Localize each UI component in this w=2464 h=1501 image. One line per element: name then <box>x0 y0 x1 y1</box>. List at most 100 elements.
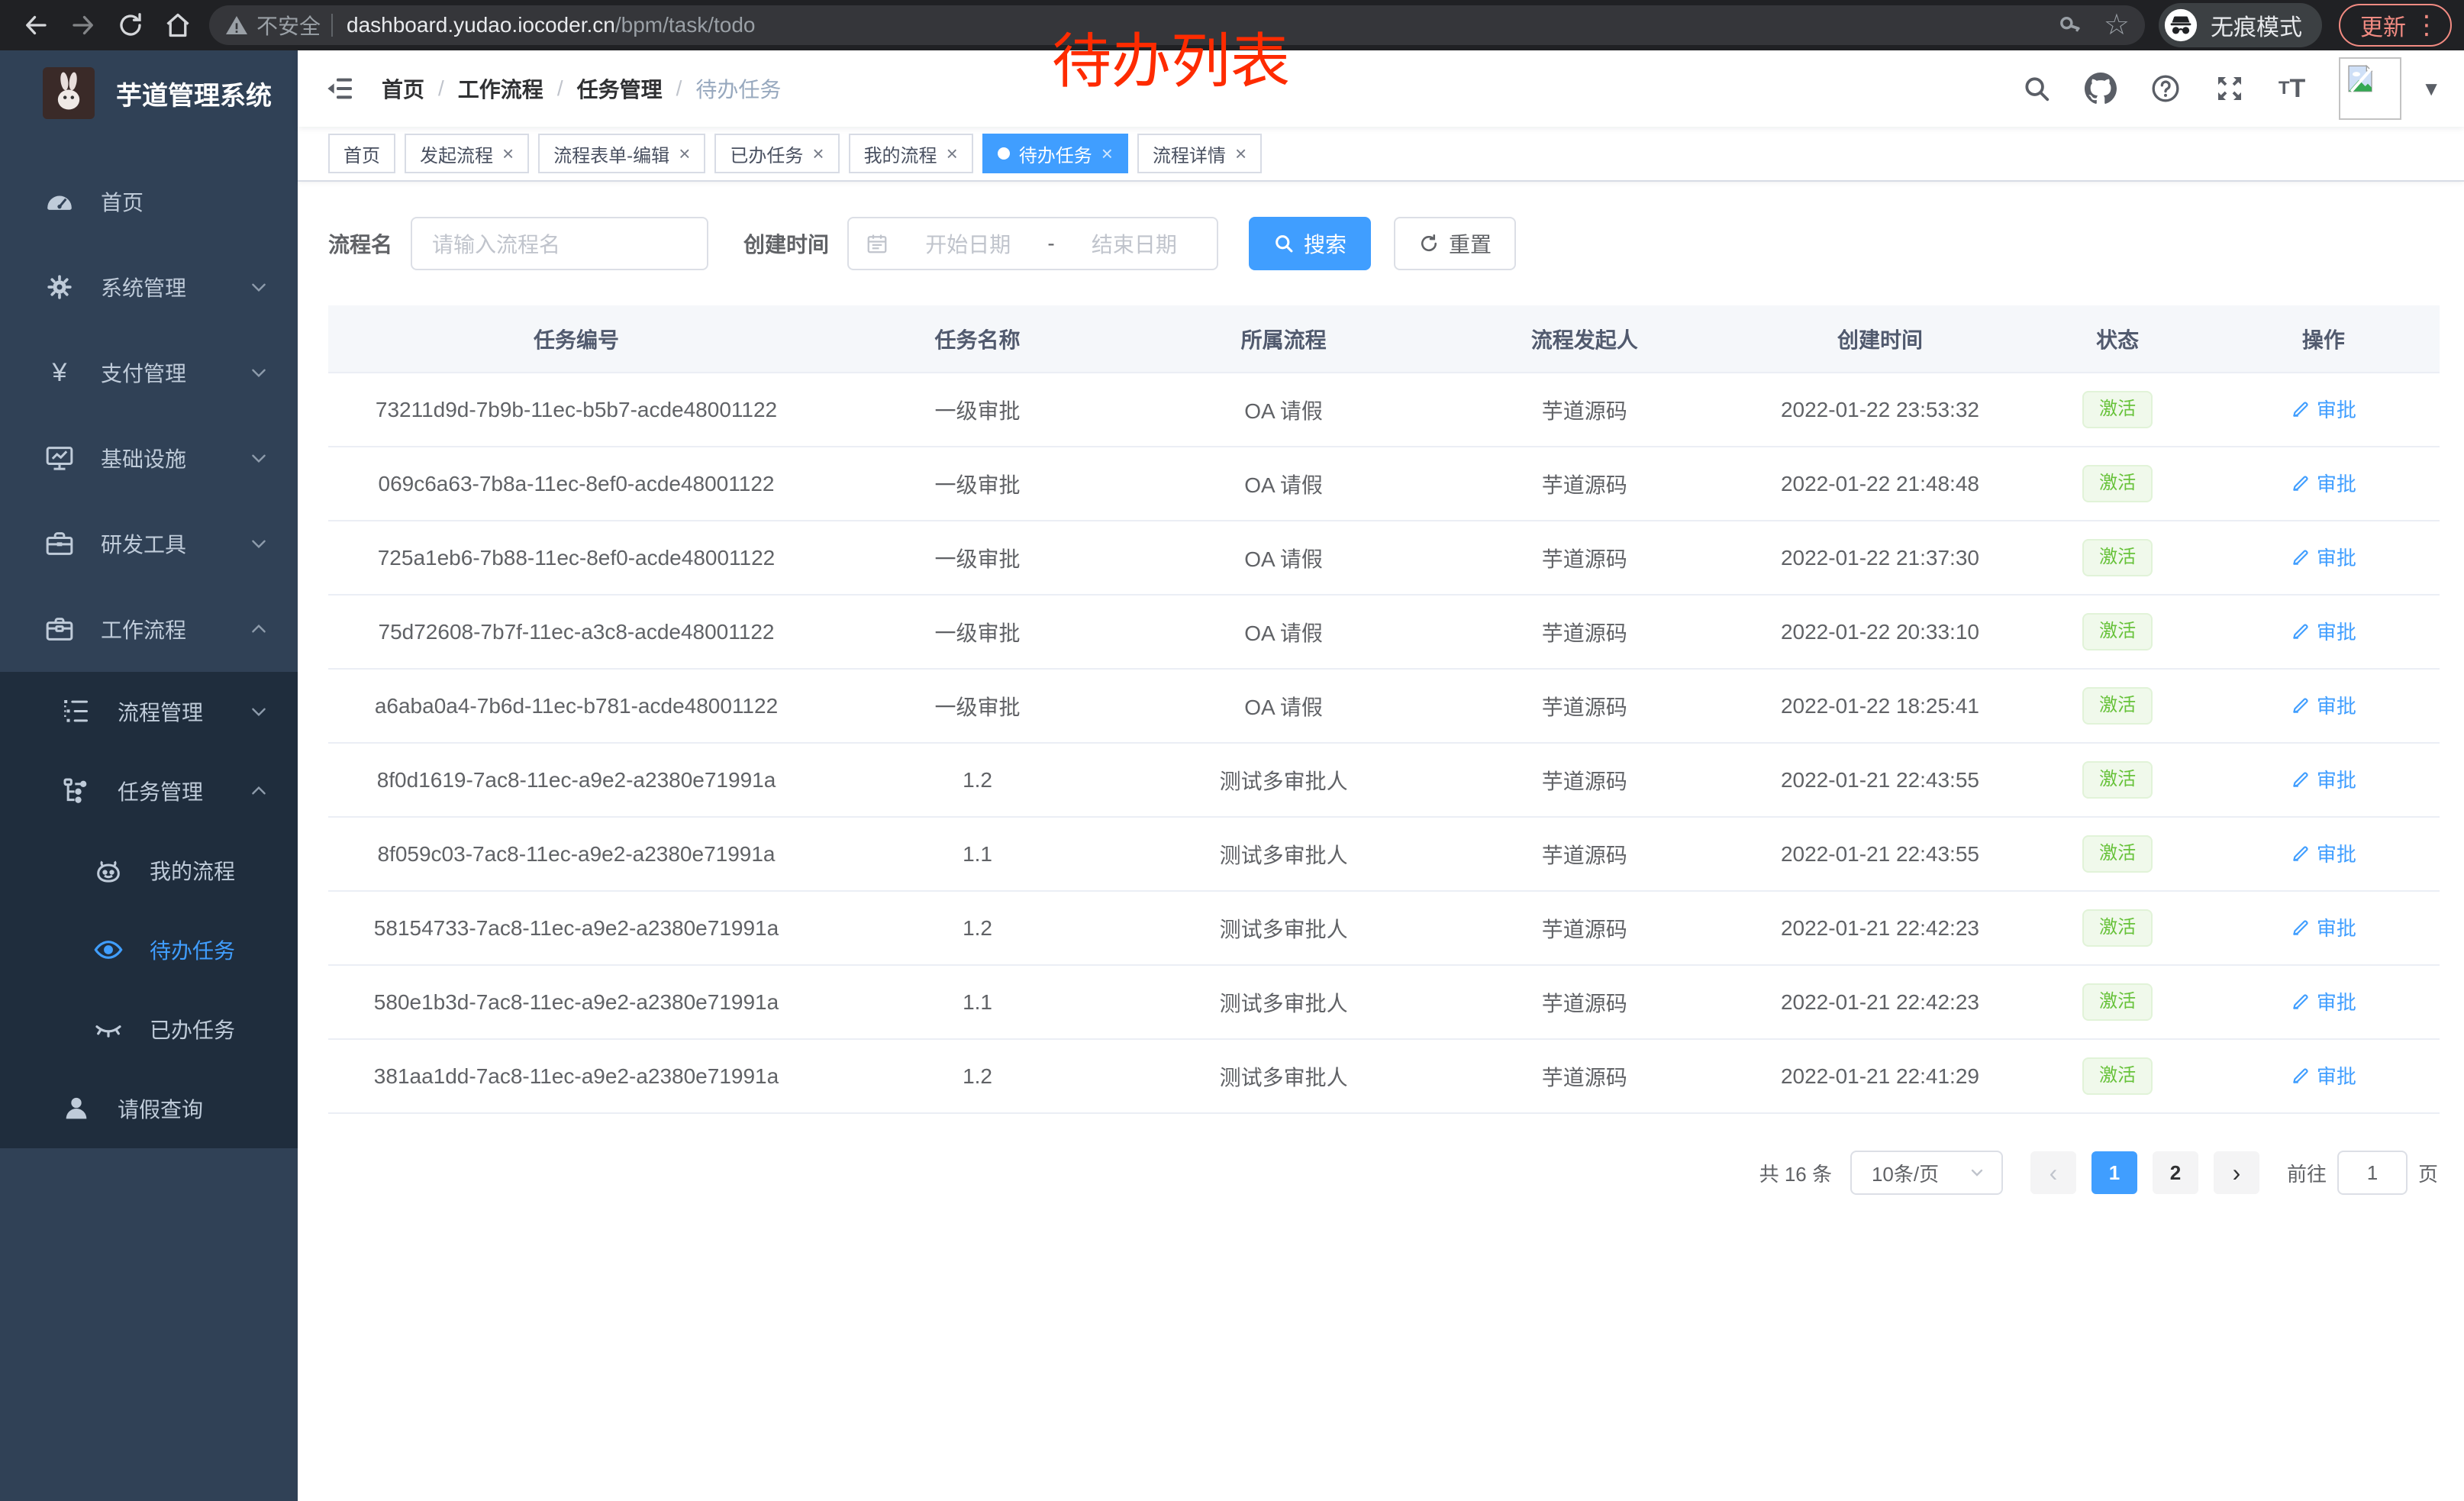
tab-流程详情[interactable]: 流程详情 × <box>1137 134 1263 173</box>
approve-link[interactable]: 审批 <box>2291 395 2356 423</box>
column-header: 任务编号 <box>328 305 824 373</box>
table-row: 8f059c03-7ac8-11ec-a9e2-a2380e71991a 1.1 测… <box>328 817 2440 892</box>
table-row: 381aa1dd-7ac8-11ec-a9e2-a2380e71991a 1.2 测… <box>328 1039 2440 1114</box>
next-page-button[interactable]: › <box>2213 1151 2259 1194</box>
sidebar-item-首页[interactable]: 首页 <box>0 159 298 244</box>
sidebar-item-label: 流程管理 <box>118 701 204 725</box>
chevron-down-icon <box>249 277 269 297</box>
browser-toolbar: 不安全 dashboard.yudao.iocoder.cn/bpm/task/… <box>0 0 2464 50</box>
search-button[interactable]: 搜索 <box>1249 217 1372 270</box>
close-icon[interactable]: × <box>679 142 691 165</box>
date-range-picker[interactable]: 开始日期 - 结束日期 <box>847 217 1219 270</box>
address-bar[interactable]: 不安全 dashboard.yudao.iocoder.cn/bpm/task/… <box>209 5 2145 45</box>
annotation-text: 待办列表 <box>1052 27 1291 95</box>
close-icon[interactable]: × <box>502 142 514 165</box>
fullscreen-icon[interactable] <box>2214 73 2245 104</box>
sidebar-item-基础设施[interactable]: 基础设施 <box>0 415 298 501</box>
sidebar-item-系统管理[interactable]: 系统管理 <box>0 244 298 330</box>
close-icon[interactable]: × <box>812 142 824 165</box>
security-warning-icon <box>224 13 249 37</box>
sidebar-item-label: 基础设施 <box>101 447 187 471</box>
home-icon[interactable] <box>154 4 202 47</box>
tab-我的流程[interactable]: 我的流程 × <box>848 134 973 173</box>
tab-流程表单-编辑[interactable]: 流程表单-编辑 × <box>538 134 706 173</box>
tab-待办任务[interactable]: 待办任务 × <box>982 134 1128 173</box>
edit-pencil-icon <box>2291 473 2311 493</box>
breadcrumb-item[interactable]: 工作流程 <box>457 78 543 102</box>
sidebar-item-研发工具[interactable]: 研发工具 <box>0 501 298 586</box>
tab-首页[interactable]: 首页 <box>328 134 395 173</box>
end-date-placeholder[interactable]: 结束日期 <box>1091 233 1177 257</box>
cell-process: OA 请假 <box>1130 595 1437 670</box>
chevron-down-icon <box>249 363 269 383</box>
approve-link[interactable]: 审批 <box>2291 691 2356 719</box>
close-icon[interactable]: × <box>1101 142 1113 165</box>
active-dot <box>997 147 1010 160</box>
cell-process: OA 请假 <box>1130 521 1437 596</box>
close-icon[interactable]: × <box>1234 142 1247 165</box>
sidebar-item-待办任务[interactable]: 待办任务 <box>0 910 298 989</box>
collapse-sidebar-icon[interactable] <box>325 73 356 104</box>
start-date-placeholder[interactable]: 开始日期 <box>925 233 1011 257</box>
sidebar-item-label: 首页 <box>101 191 144 215</box>
github-icon[interactable] <box>2084 73 2117 105</box>
tab-已办任务[interactable]: 已办任务 × <box>714 134 840 173</box>
table-header-row: 任务编号 任务名称 所属流程 流程发起人 创建时间 状态 操作 <box>328 305 2440 373</box>
breadcrumb-separator: / <box>676 76 682 100</box>
cell-task-id: 8f059c03-7ac8-11ec-a9e2-a2380e71991a <box>328 817 824 892</box>
breadcrumb-separator: / <box>438 76 444 100</box>
eye-open-icon <box>92 934 125 965</box>
sidebar-item-我的流程[interactable]: 我的流程 <box>0 831 298 910</box>
close-icon[interactable]: × <box>946 142 958 165</box>
logo[interactable]: 芋道管理系统 <box>0 50 298 136</box>
tab-发起流程[interactable]: 发起流程 × <box>405 134 530 173</box>
sidebar-item-支付管理[interactable]: ¥ 支付管理 <box>0 330 298 415</box>
approve-link[interactable]: 审批 <box>2291 469 2356 497</box>
avatar[interactable] <box>2339 57 2402 120</box>
robot-icon <box>92 855 125 886</box>
page-button-2[interactable]: 2 <box>2152 1151 2198 1194</box>
help-icon[interactable] <box>2150 73 2181 104</box>
update-button[interactable]: 更新 ⋮ <box>2339 4 2452 47</box>
approve-link[interactable]: 审批 <box>2291 987 2356 1015</box>
sidebar-item-已办任务[interactable]: 已办任务 <box>0 989 298 1069</box>
approve-link[interactable]: 审批 <box>2291 1061 2356 1089</box>
sidebar-item-请假查询[interactable]: 请假查询 <box>0 1069 298 1148</box>
task-table-body: 73211d9d-7b9b-11ec-b5b7-acde48001122 一级审批… <box>328 373 2440 1114</box>
cell-task-id: 8f0d1619-7ac8-11ec-a9e2-a2380e71991a <box>328 743 824 818</box>
approve-link[interactable]: 审批 <box>2291 839 2356 867</box>
bookmark-star-icon[interactable]: ☆ <box>2103 9 2130 41</box>
cell-created: 2022-01-21 22:42:23 <box>1732 891 2028 966</box>
table-row: 75d72608-7b7f-11ec-a3c8-acde48001122 一级审批… <box>328 595 2440 670</box>
process-name-input[interactable]: 请输入流程名 <box>411 217 709 270</box>
page-button-1[interactable]: 1 <box>2091 1151 2137 1194</box>
breadcrumb-item[interactable]: 首页 <box>382 78 425 102</box>
prev-page-button[interactable]: ‹ <box>2030 1151 2076 1194</box>
chevron-down-icon <box>249 702 269 721</box>
approve-link[interactable]: 审批 <box>2291 617 2356 645</box>
approve-link[interactable]: 审批 <box>2291 543 2356 571</box>
sidebar-item-流程管理[interactable]: 流程管理 <box>0 672 298 751</box>
search-icon[interactable] <box>2022 74 2051 103</box>
goto-page-input[interactable]: 1 <box>2337 1151 2408 1195</box>
cell-status: 激活 <box>2027 595 2208 670</box>
monitor-icon <box>43 443 76 473</box>
briefcase-icon <box>43 614 76 644</box>
forward-icon[interactable] <box>60 4 107 47</box>
approve-link[interactable]: 审批 <box>2291 765 2356 793</box>
back-icon[interactable] <box>12 4 60 47</box>
gear-icon <box>43 272 76 302</box>
sidebar-item-工作流程[interactable]: 工作流程 <box>0 586 298 672</box>
caret-down-icon[interactable]: ▼ <box>2421 76 2441 100</box>
sidebar-item-任务管理[interactable]: 任务管理 <box>0 751 298 831</box>
total-count: 共 16 条 <box>1759 1162 1832 1186</box>
password-key-icon[interactable] <box>2058 12 2084 38</box>
security-label[interactable]: 不安全 <box>256 15 321 38</box>
approve-link[interactable]: 审批 <box>2291 913 2356 941</box>
page-size-select[interactable]: 10条/页 <box>1850 1151 2003 1195</box>
browser-menu-icon[interactable]: ⋮ <box>2414 11 2440 40</box>
reload-icon[interactable] <box>107 4 154 47</box>
reset-button[interactable]: 重置 <box>1394 217 1517 270</box>
breadcrumb-item[interactable]: 任务管理 <box>576 78 663 102</box>
